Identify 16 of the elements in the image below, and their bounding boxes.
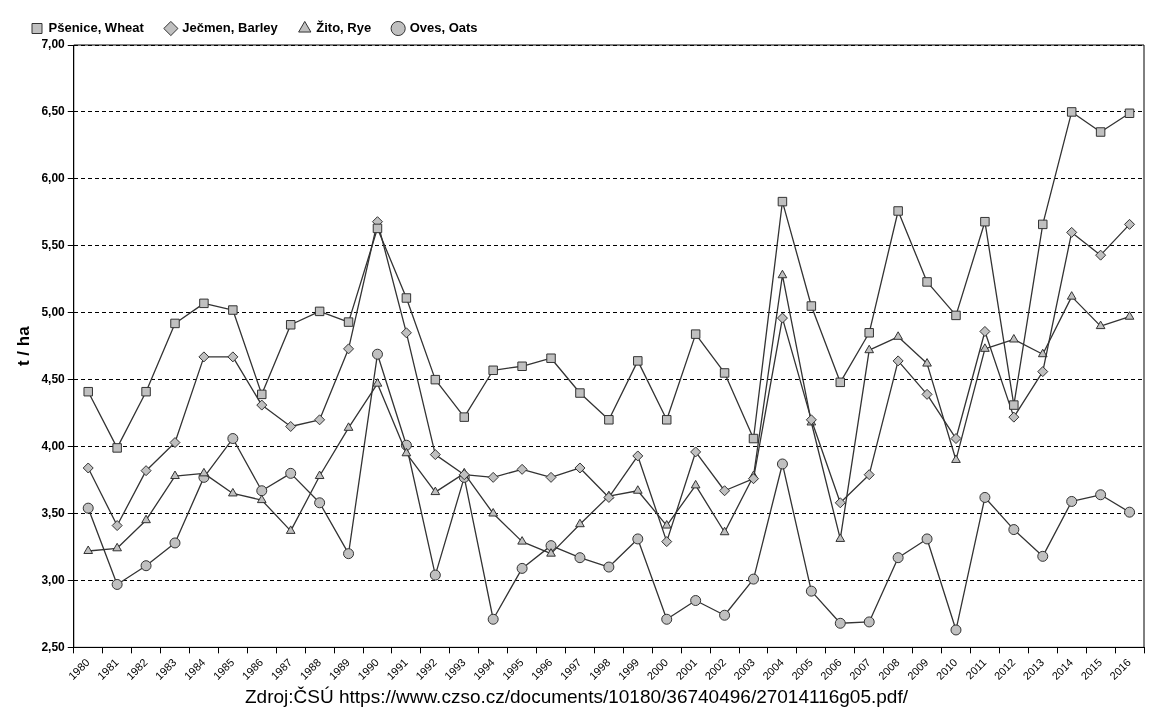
y-tick-label: 2,50 — [41, 639, 66, 654]
y-tick-label: 4,50 — [41, 371, 66, 386]
y-tick-label: 3,00 — [41, 572, 66, 587]
legend-label: Oves, Oats — [409, 20, 478, 36]
legend-label: Pšenice, Wheat — [48, 20, 145, 36]
y-tick-label: 4,00 — [41, 438, 66, 453]
y-tick-label: 6,00 — [41, 171, 66, 186]
y-tick-label: 6,50 — [41, 104, 66, 119]
legend-label: Žito, Rye — [316, 20, 372, 36]
text: Zdroj:ČSÚ https://www.czso.cz/documents/10180/36740496/27014116g05.pdf/ — [245, 686, 908, 708]
y-tick-label: 5,00 — [41, 305, 66, 320]
y-tick-label: 7,00 — [41, 37, 66, 52]
y-axis-title: t / ha — [13, 325, 33, 367]
legend-label: Ječmen, Barley — [182, 20, 279, 36]
y-tick-label: 5,50 — [41, 238, 66, 253]
y-tick-label: 3,50 — [41, 505, 66, 520]
